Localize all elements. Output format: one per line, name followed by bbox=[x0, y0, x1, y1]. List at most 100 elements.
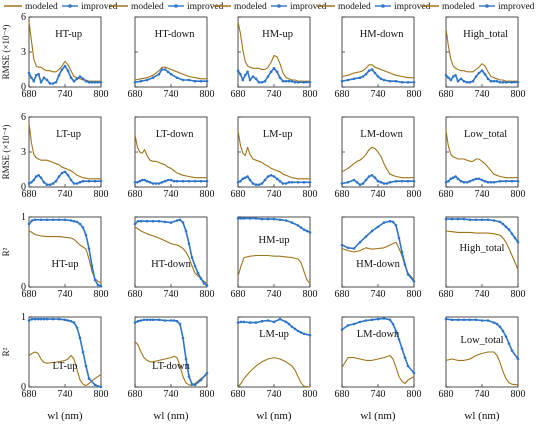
data-point-improved bbox=[175, 319, 179, 323]
data-point-improved bbox=[136, 181, 139, 184]
panel-title: LM-down bbox=[360, 129, 403, 140]
data-point-improved bbox=[133, 321, 137, 324]
data-point-improved bbox=[364, 72, 368, 76]
data-point-improved bbox=[84, 79, 88, 83]
x-tick-label: 680 bbox=[128, 289, 143, 300]
data-point-improved bbox=[169, 319, 173, 322]
data-point-improved bbox=[492, 321, 496, 324]
data-point-improved bbox=[257, 183, 261, 186]
data-point-improved bbox=[66, 319, 70, 322]
panel-title: LT-up bbox=[53, 361, 78, 372]
data-point-improved bbox=[364, 235, 368, 238]
data-point-improved bbox=[287, 322, 291, 326]
data-point-improved bbox=[495, 322, 499, 326]
x-tick-label: 740 bbox=[371, 89, 386, 100]
panel-18: 680 740 800 LM-down bbox=[335, 316, 422, 400]
x-tick-label: 800 bbox=[94, 89, 109, 100]
panel-grid: 680 740 800 0 3 6 HT-up 680 740 800 HT-down 680 740 8… bbox=[21, 12, 526, 400]
data-point-improved bbox=[84, 233, 88, 237]
x-tick-label: 680 bbox=[335, 289, 350, 300]
data-point-improved bbox=[382, 182, 386, 185]
data-point-improved bbox=[412, 179, 416, 183]
panel-16: 680 740 800 LT-down bbox=[128, 316, 215, 400]
data-point-improved bbox=[308, 181, 312, 184]
data-point-improved bbox=[516, 179, 520, 183]
panel-title: HM-down bbox=[360, 29, 404, 40]
data-point-improved bbox=[63, 318, 67, 322]
x-tick-label: 800 bbox=[511, 89, 526, 100]
data-point-improved bbox=[75, 182, 79, 185]
data-point-improved bbox=[281, 79, 285, 83]
data-point-improved bbox=[205, 79, 209, 83]
data-point-improved bbox=[181, 221, 185, 224]
data-point-improved bbox=[444, 74, 448, 77]
x-tick-label: 800 bbox=[303, 189, 318, 200]
data-point-improved bbox=[254, 217, 258, 220]
data-point-improved bbox=[406, 273, 410, 276]
data-point-improved bbox=[391, 322, 395, 326]
x-tick-label: 740 bbox=[371, 189, 386, 200]
data-point-improved bbox=[504, 81, 508, 84]
data-point-improved bbox=[181, 336, 185, 340]
panel-title: LT-down bbox=[152, 361, 190, 372]
data-point-improved bbox=[248, 217, 252, 220]
data-point-improved bbox=[394, 179, 398, 183]
legend-col-4: modeled improved bbox=[421, 2, 535, 12]
x-tick-label: 800 bbox=[200, 189, 215, 200]
data-point-improved bbox=[302, 181, 306, 184]
data-point-improved bbox=[290, 79, 294, 83]
data-point-improved bbox=[57, 175, 61, 178]
series-line-modeled bbox=[237, 254, 311, 284]
data-point-improved bbox=[456, 177, 460, 181]
panel-4: 680 740 800 High_total bbox=[439, 16, 526, 100]
data-point-improved bbox=[477, 177, 481, 181]
data-point-improved bbox=[263, 178, 267, 182]
x-tick-label: 680 bbox=[439, 189, 454, 200]
data-point-improved bbox=[27, 222, 31, 226]
data-point-improved bbox=[187, 179, 191, 183]
data-point-improved bbox=[456, 318, 460, 322]
data-point-improved bbox=[36, 317, 40, 321]
panel-title: HT-up bbox=[55, 29, 82, 40]
x-axis-label-col-0: wl (nm) bbox=[47, 410, 82, 422]
data-point-improved bbox=[501, 329, 505, 333]
panel-title: High_total bbox=[460, 243, 505, 254]
data-point-improved bbox=[45, 218, 49, 222]
data-point-improved bbox=[75, 220, 79, 224]
data-point-improved bbox=[145, 179, 149, 183]
legend-improved-marker bbox=[277, 4, 281, 8]
x-tick-label: 680 bbox=[335, 89, 350, 100]
x-axis-label-col-3: wl (nm) bbox=[360, 410, 395, 422]
panel-2: 680 740 800 HM-up bbox=[231, 16, 318, 100]
data-point-improved bbox=[266, 319, 270, 322]
series-line-modeled bbox=[341, 146, 414, 179]
data-point-improved bbox=[239, 320, 243, 324]
data-point-improved bbox=[394, 79, 398, 83]
data-point-improved bbox=[480, 178, 484, 182]
data-point-improved bbox=[30, 76, 33, 79]
legend-col-3: modeled improved bbox=[317, 2, 431, 12]
data-point-improved bbox=[480, 69, 484, 72]
data-point-improved bbox=[163, 220, 167, 224]
data-point-improved bbox=[93, 278, 97, 282]
data-point-improved bbox=[166, 70, 170, 74]
data-point-improved bbox=[403, 263, 407, 266]
data-point-improved bbox=[96, 81, 100, 84]
data-point-improved bbox=[308, 231, 312, 234]
data-point-improved bbox=[340, 182, 344, 185]
data-point-improved bbox=[75, 326, 79, 329]
data-point-improved bbox=[367, 175, 371, 178]
data-point-improved bbox=[489, 79, 493, 83]
data-point-improved bbox=[468, 179, 472, 183]
data-point-improved bbox=[516, 357, 520, 361]
data-point-improved bbox=[507, 342, 511, 345]
data-point-improved bbox=[39, 176, 43, 179]
data-point-improved bbox=[39, 81, 43, 84]
data-point-improved bbox=[63, 218, 67, 222]
series-line-modeled bbox=[445, 130, 518, 179]
data-point-improved bbox=[275, 70, 279, 74]
x-tick-label: 680 bbox=[22, 89, 37, 100]
data-point-improved bbox=[284, 182, 288, 185]
legend-col-0: modeled improved bbox=[4, 2, 118, 12]
data-point-improved bbox=[510, 232, 514, 236]
